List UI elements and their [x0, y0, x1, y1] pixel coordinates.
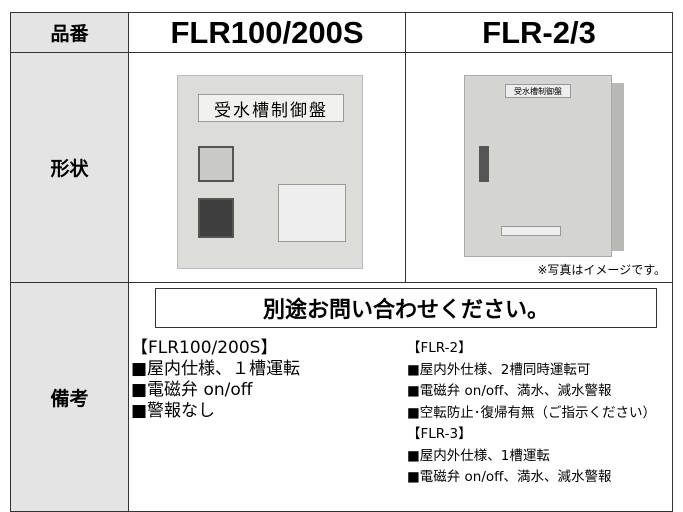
- remarks-line: ■屋内外仕様、1槽運転: [407, 447, 550, 464]
- photo-cell: 受水槽制御盤 ※写真はイメージです。: [405, 52, 673, 283]
- panel-window: [198, 146, 234, 182]
- remarks-banner: 別途お問い合わせください。: [155, 288, 657, 328]
- remarks-line: ■屋内外仕様、2槽同時運転可: [407, 361, 591, 378]
- remarks-line: ■警報なし: [131, 401, 216, 421]
- panel-window: [198, 198, 234, 238]
- remarks-right: 【FLR-2】 ■屋内外仕様、2槽同時運転可 ■電磁弁 on/off、満水、減水警報…: [407, 338, 656, 489]
- photo-cell: 受水槽制御盤: [128, 52, 406, 283]
- remarks-left: 【FLR100/200S】 ■屋内仕様、１槽運転 ■電磁弁 on/off ■警報なし: [131, 338, 300, 422]
- photo-note: ※写真はイメージです。: [537, 263, 666, 277]
- remarks-line: 【FLR-2】: [407, 340, 472, 356]
- cabinet-sign: 受水槽制御盤: [505, 84, 571, 98]
- remarks-line: ■電磁弁 on/off: [131, 380, 253, 400]
- remarks-line: ■空転防止･復帰有無（ご指示ください）: [407, 404, 657, 421]
- remarks-line: ■電磁弁 on/off、満水、減水警報: [407, 383, 612, 399]
- cabinet-plate: [501, 226, 561, 236]
- panel-sign: 受水槽制御盤: [198, 94, 344, 122]
- cabinet-handle: [479, 146, 489, 182]
- remarks-line: 【FLR100/200S】: [131, 338, 278, 358]
- remarks-line: ■電磁弁 on/off、満水、減水警報: [407, 469, 612, 485]
- shape-label: 形状: [10, 52, 129, 283]
- panel-plate: [278, 184, 346, 242]
- remarks-line: 【FLR-3】: [407, 426, 472, 442]
- cabinet-side: [612, 83, 624, 251]
- remarks-label: 備考: [10, 282, 129, 512]
- remarks-line: ■屋内仕様、１槽運転: [131, 359, 301, 379]
- panel-photo: 受水槽制御盤: [177, 75, 363, 269]
- remarks-cell: 別途お問い合わせください。 【FLR100/200S】 ■屋内仕様、１槽運転 ■電磁…: [128, 282, 673, 512]
- cabinet-photo: 受水槽制御盤: [464, 75, 612, 257]
- product-name: FLR-2/3: [405, 12, 673, 53]
- header-label: 品番: [10, 12, 129, 53]
- product-name: FLR100/200S: [128, 12, 406, 53]
